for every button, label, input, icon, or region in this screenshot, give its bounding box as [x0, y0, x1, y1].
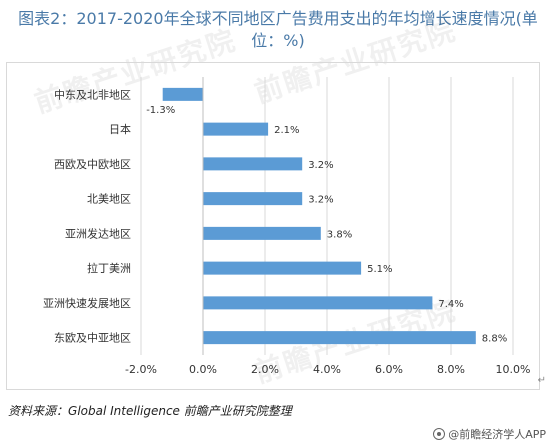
bar	[162, 87, 203, 101]
category-label: 拉丁美洲	[87, 261, 131, 275]
x-tick-label: 8.0%	[437, 363, 465, 376]
data-label: 3.8%	[327, 229, 352, 240]
category-label: 北美地区	[87, 193, 131, 206]
chart-title: 图表2：2017-2020年全球不同地区广告费用支出的年均增长速度情况(单位：%…	[18, 9, 538, 50]
data-label: 8.8%	[482, 334, 507, 345]
data-label: 3.2%	[308, 195, 333, 206]
bar	[203, 296, 433, 310]
paragraph-mark: ↵	[537, 375, 546, 386]
source-note: 资料来源：Global Intelligence 前瞻产业研究院整理	[8, 402, 292, 419]
data-label: 5.1%	[367, 264, 392, 275]
source-text: Global Intelligence 前瞻产业研究院整理	[68, 404, 292, 418]
bar	[203, 122, 269, 136]
data-label: -1.3%	[146, 105, 175, 116]
x-tick-label: 2.0%	[251, 363, 279, 376]
x-tick-label: -2.0%	[125, 363, 157, 376]
x-tick-label: 4.0%	[313, 363, 341, 376]
x-tick-label: 10.0%	[496, 363, 531, 376]
category-label: 东欧及中亚地区	[54, 332, 131, 345]
data-label: 3.2%	[308, 160, 333, 171]
category-label: 亚洲发达地区	[65, 226, 131, 240]
source-prefix: 资料来源：	[8, 404, 69, 418]
category-label: 中东及北非地区	[54, 88, 131, 101]
bar	[203, 157, 303, 171]
bar	[203, 331, 476, 345]
bar	[203, 192, 303, 206]
bar	[203, 261, 362, 275]
bar	[203, 226, 321, 240]
category-label: 西欧及中欧地区	[54, 158, 131, 171]
data-label: 2.1%	[274, 125, 299, 136]
x-tick-label: 0.0%	[189, 363, 217, 376]
data-label: 7.4%	[438, 299, 463, 310]
brand-footer: @前瞻经济学人APP	[433, 426, 546, 442]
category-label: 日本	[109, 122, 131, 136]
x-tick-label: 6.0%	[375, 363, 403, 376]
category-label: 亚洲快速发展地区	[43, 296, 131, 310]
chart-area: -2.0% 0.0% 2.0% 4.0% 6.0% 8.0% 10.0% 中东及北非地区 -1.…	[6, 62, 540, 390]
bar-chart: -2.0% 0.0% 2.0% 4.0% 6.0% 8.0% 10.0% 中东及北非地区 -1.…	[43, 77, 531, 376]
brand-text: @前瞻经济学人APP	[448, 428, 546, 441]
brand-logo-icon	[433, 428, 446, 440]
